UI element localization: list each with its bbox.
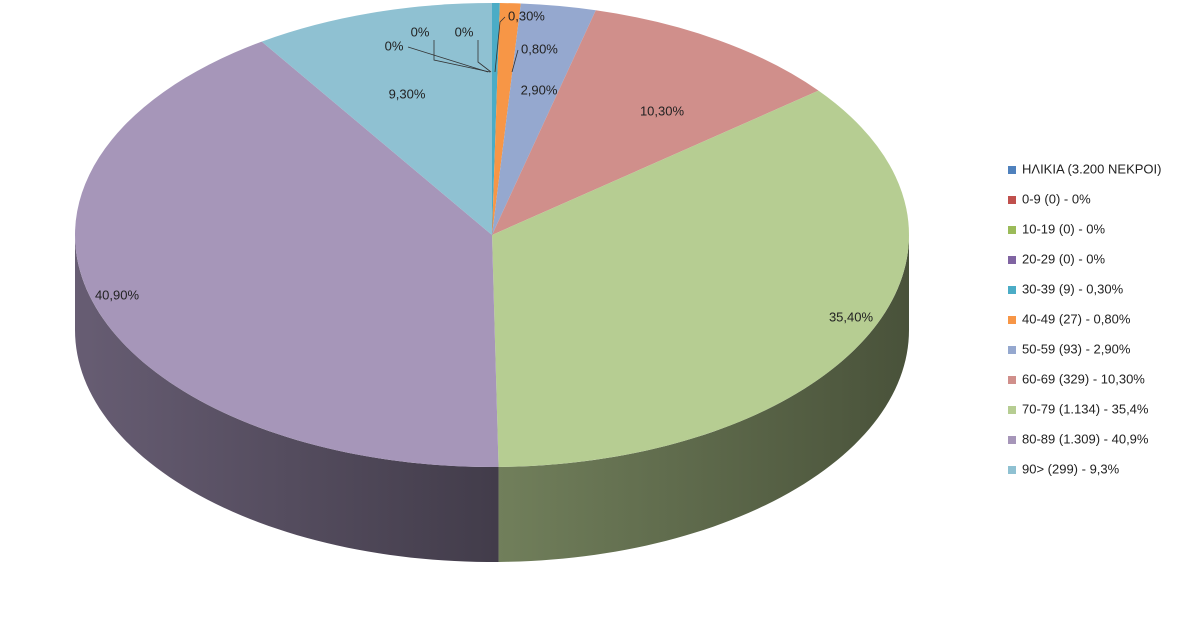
leader-line [494,16,506,73]
legend-label: 90> (299) - 9,3% [1022,461,1120,476]
legend-label: ΗΛΙΚΙΑ (3.200 ΝΕΚΡΟΙ) [1022,161,1161,176]
data-label: 35,40% [829,309,874,324]
leader-line [511,49,519,73]
legend-marker [1008,226,1016,234]
legend-label: 10-19 (0) - 0% [1022,221,1106,236]
legend-marker [1008,316,1016,324]
data-label: 0,80% [521,41,558,56]
slice-side [75,235,499,562]
legend-label: 70-79 (1.134) - 35,4% [1022,401,1149,416]
data-label: 9,30% [389,86,426,101]
legend-label: 60-69 (329) - 10,30% [1022,371,1145,386]
legend-label: 20-29 (0) - 0% [1022,251,1106,266]
data-label: 40,90% [95,287,140,302]
legend-label: 40-49 (27) - 0,80% [1022,311,1131,326]
legend-marker [1008,376,1016,384]
data-label: 2,90% [521,82,558,97]
legend-marker [1008,436,1016,444]
leader-line [407,46,489,73]
legend-marker [1008,196,1016,204]
legend-marker [1008,166,1016,174]
slice [492,3,500,235]
legend-label: 80-89 (1.309) - 40,9% [1022,431,1149,446]
leader-line [477,40,492,73]
slice [492,3,596,235]
slice [492,90,909,467]
data-label: 0% [411,24,430,39]
slice-side [498,235,909,562]
legend-marker [1008,466,1016,474]
legend-label: 50-59 (93) - 2,90% [1022,341,1131,356]
slice [261,2,492,235]
slice [75,41,499,467]
data-label: 0% [385,38,404,53]
data-label: 0,30% [508,8,545,23]
legend-marker [1008,406,1016,414]
slice [492,3,521,236]
legend-marker [1008,286,1016,294]
data-label: 0% [455,24,474,39]
slice [492,10,819,236]
leader-line [433,40,491,73]
legend-marker [1008,256,1016,264]
legend-label: 0-9 (0) - 0% [1022,191,1091,206]
legend-marker [1008,346,1016,354]
data-label: 10,30% [640,103,685,118]
legend-label: 30-39 (9) - 0,30% [1022,281,1124,296]
